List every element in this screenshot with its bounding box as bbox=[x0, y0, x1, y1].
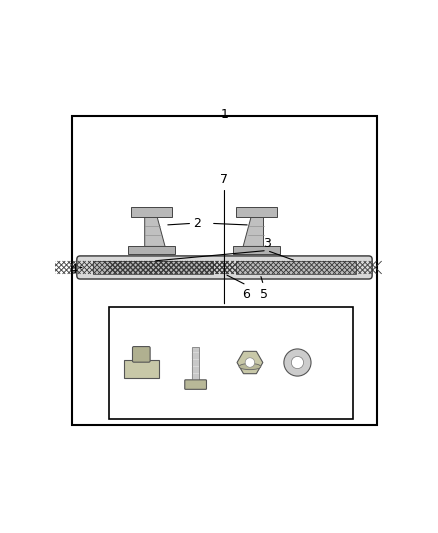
Text: 3: 3 bbox=[263, 238, 271, 251]
FancyBboxPatch shape bbox=[185, 380, 206, 389]
Circle shape bbox=[245, 358, 254, 367]
FancyBboxPatch shape bbox=[77, 256, 372, 279]
Bar bbox=[237, 207, 277, 216]
Text: 7: 7 bbox=[220, 173, 229, 186]
Ellipse shape bbox=[239, 364, 261, 370]
Bar bbox=[93, 261, 212, 274]
Circle shape bbox=[284, 349, 311, 376]
FancyBboxPatch shape bbox=[124, 360, 159, 378]
Text: 5: 5 bbox=[259, 288, 268, 301]
Polygon shape bbox=[243, 215, 264, 246]
Polygon shape bbox=[145, 215, 165, 246]
Circle shape bbox=[291, 357, 304, 369]
Bar bbox=[237, 261, 356, 274]
Bar bbox=[109, 306, 353, 418]
Bar bbox=[192, 347, 199, 381]
Bar bbox=[237, 261, 356, 274]
FancyBboxPatch shape bbox=[132, 346, 150, 362]
Text: 6: 6 bbox=[243, 288, 251, 301]
Text: 4: 4 bbox=[70, 263, 78, 276]
Bar bbox=[93, 261, 212, 274]
Bar bbox=[128, 246, 175, 254]
Bar bbox=[233, 246, 280, 254]
Bar bbox=[131, 207, 172, 216]
Text: 2: 2 bbox=[194, 217, 201, 230]
Text: 1: 1 bbox=[221, 108, 228, 121]
